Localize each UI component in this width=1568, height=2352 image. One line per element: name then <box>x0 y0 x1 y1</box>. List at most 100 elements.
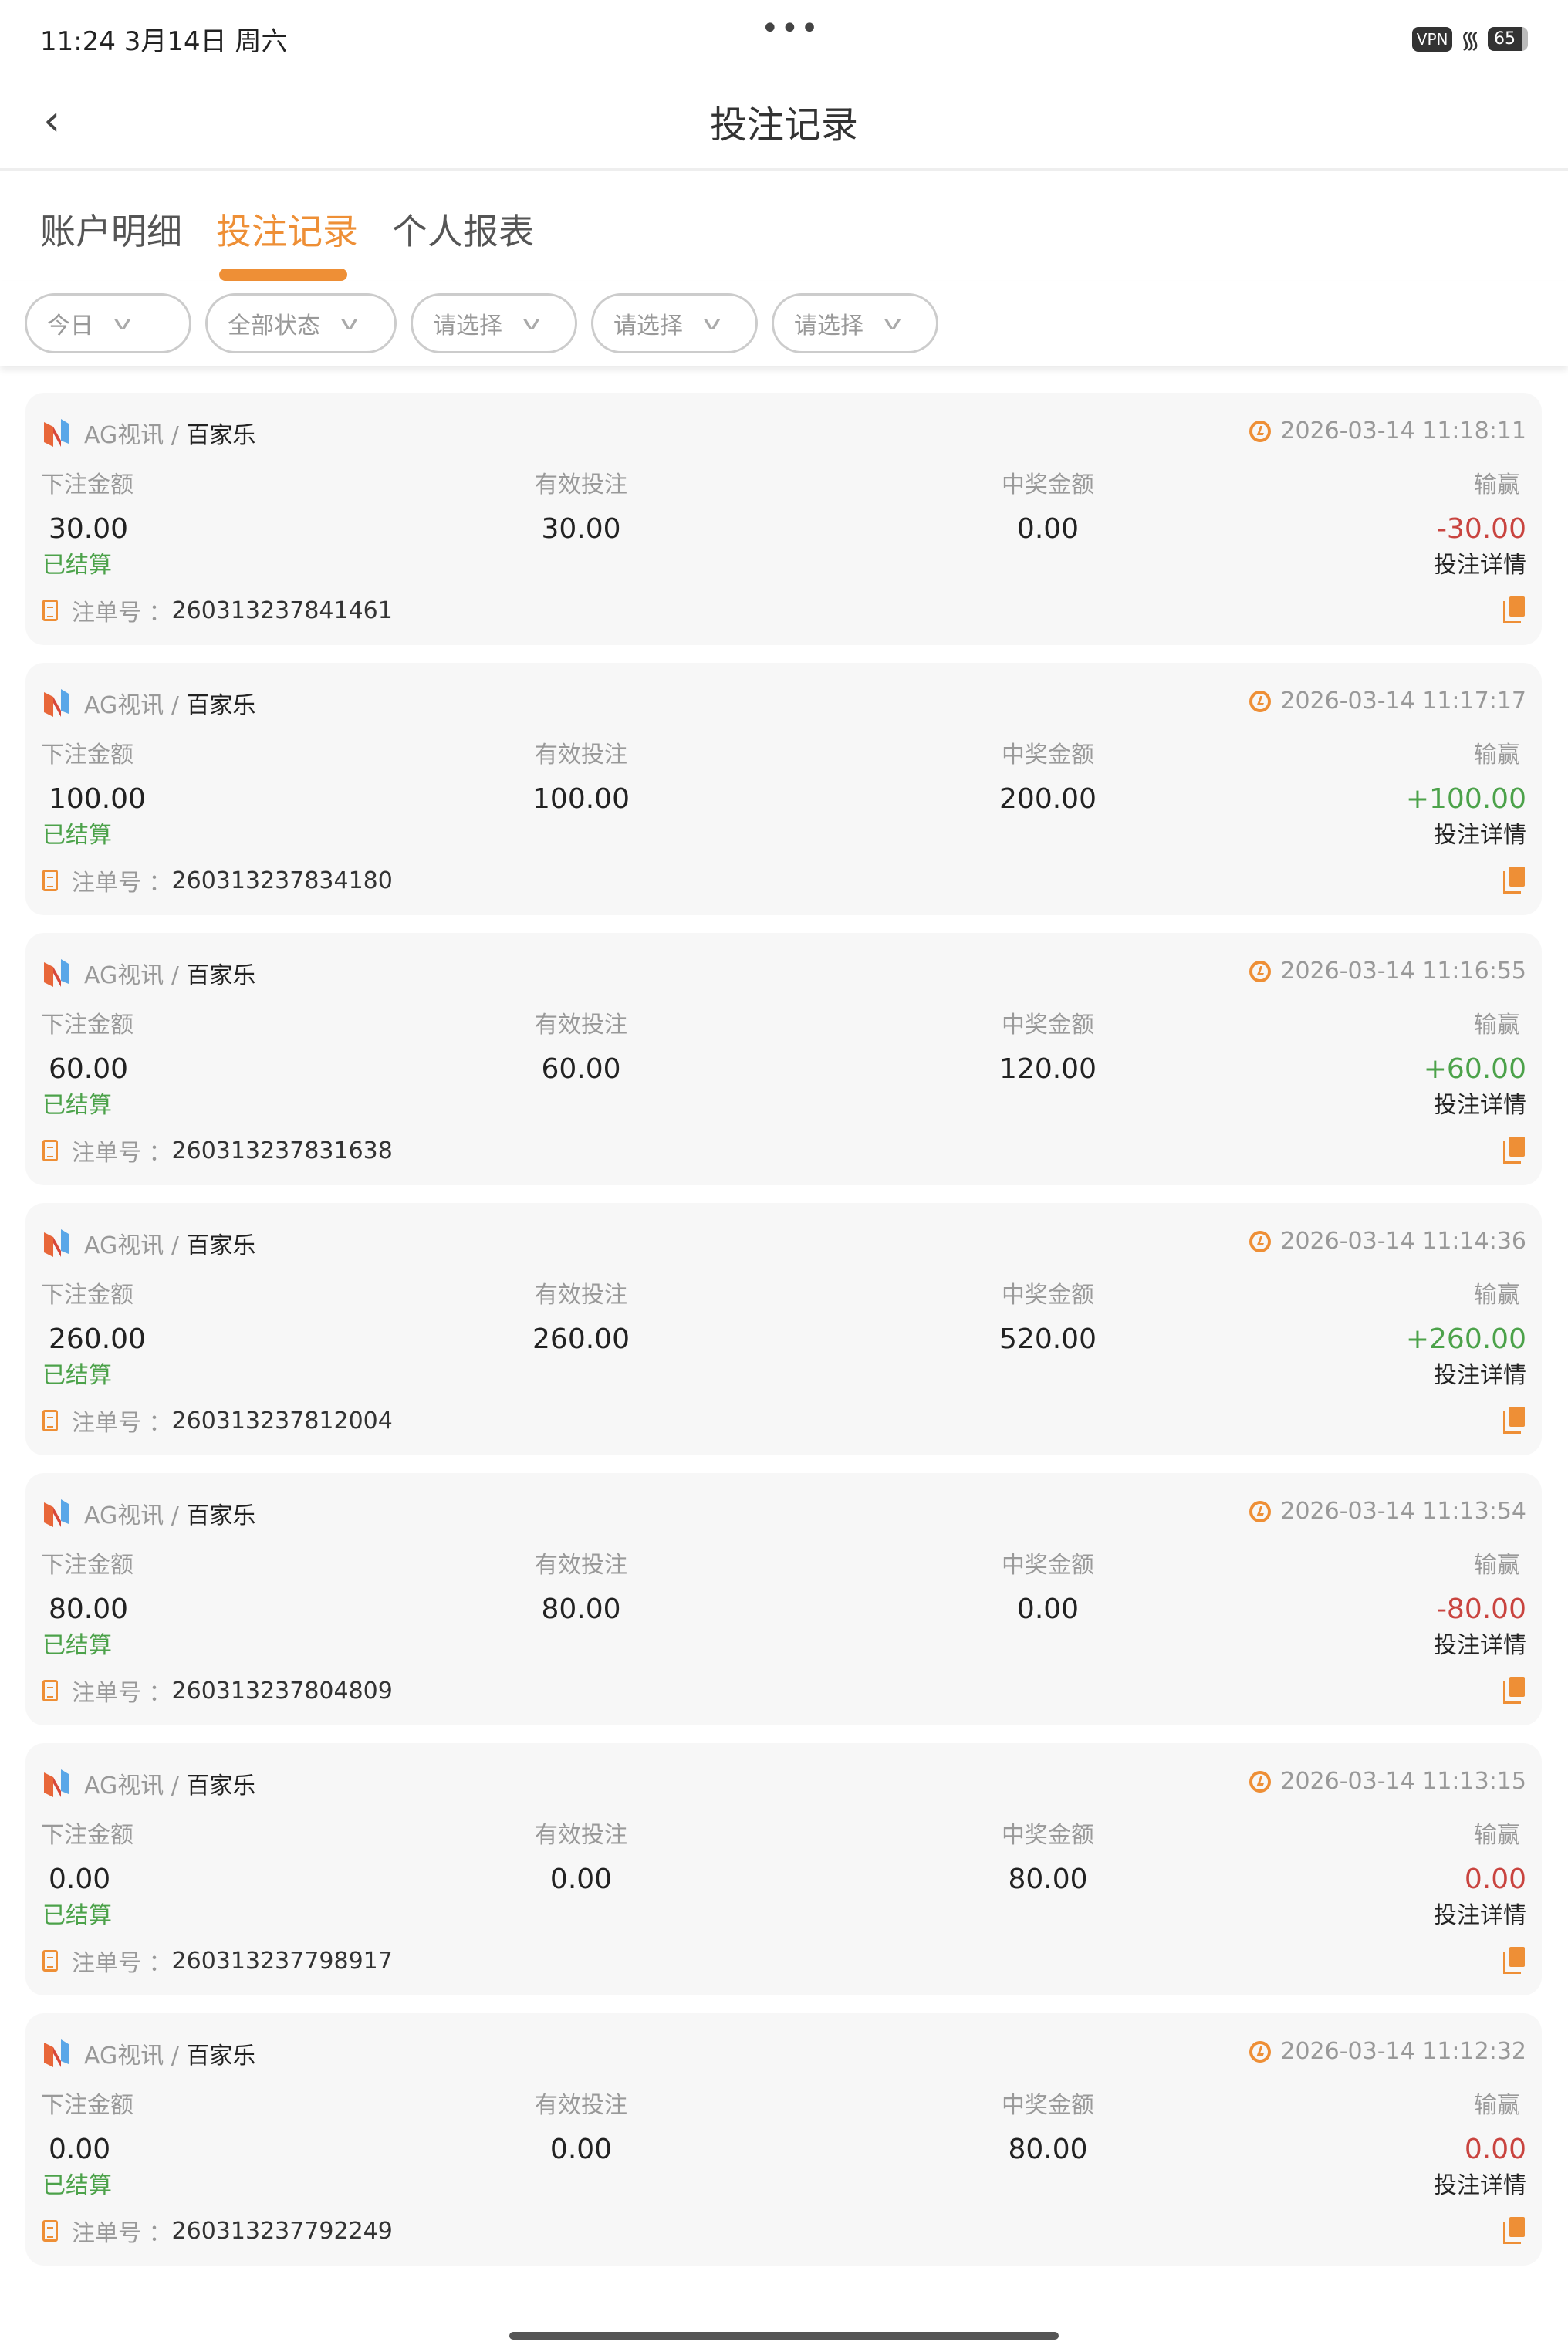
status-badge: 已结算 <box>42 1902 112 1929</box>
order-label: 注单号 ： <box>72 600 172 627</box>
game-provider: AG视讯 / 百家乐 <box>42 686 255 720</box>
bet-record-card[interactable]: AG视讯 / 百家乐 2026-03-14 11:12:32 下注金额 0.00 … <box>25 2013 1542 2266</box>
active-tab-indicator <box>219 269 347 281</box>
provider-name: AG视讯 / <box>84 1772 179 1799</box>
valid-bet: 有效投注 80.00 <box>504 1546 658 1625</box>
filter-label: 今日 <box>47 313 93 340</box>
profit: 输赢 +60.00 <box>1424 1005 1526 1085</box>
valid-bet: 有效投注 30.00 <box>504 465 658 545</box>
copy-icon[interactable] <box>1503 1407 1525 1434</box>
clock-icon <box>1249 2040 1272 2063</box>
profit-value: +260.00 <box>1405 1323 1526 1355</box>
valid-bet: 有效投注 0.00 <box>504 2086 658 2165</box>
bet-record-card[interactable]: AG视讯 / 百家乐 2026-03-14 11:13:15 下注金额 0.00 … <box>25 1743 1542 1995</box>
select-filter-2[interactable]: 请选择 v <box>591 293 758 353</box>
copy-icon[interactable] <box>1503 1677 1525 1704</box>
game-name: 百家乐 <box>186 422 256 449</box>
tab-account-details[interactable]: 账户明细 <box>40 211 182 252</box>
bet-time-text: 2026-03-14 11:13:54 <box>1280 1498 1526 1525</box>
bet-time: 2026-03-14 11:17:17 <box>1249 688 1526 715</box>
game-name: 百家乐 <box>186 692 256 719</box>
bet-detail-link[interactable]: 投注详情 <box>1434 1632 1526 1659</box>
bet-time-text: 2026-03-14 11:17:17 <box>1280 688 1526 715</box>
select-filter-3[interactable]: 请选择 v <box>772 293 938 353</box>
bet-record-list: AG视讯 / 百家乐 2026-03-14 11:18:11 下注金额 30.00… <box>25 393 1542 2283</box>
copy-icon[interactable] <box>1503 1947 1525 1974</box>
bet-amount-label: 下注金额 <box>41 1822 133 1849</box>
valid-bet-value: 30.00 <box>541 513 621 545</box>
valid-bet: 有效投注 100.00 <box>504 735 658 815</box>
win-amount-label: 中奖金额 <box>1002 1012 1094 1039</box>
wifi-icon: ᯾ <box>1460 27 1480 54</box>
bet-detail-link[interactable]: 投注详情 <box>1434 2172 1526 2199</box>
bet-record-card[interactable]: AG视讯 / 百家乐 2026-03-14 11:16:55 下注金额 60.00… <box>25 933 1542 1185</box>
profit-value: -80.00 <box>1436 1593 1526 1625</box>
bet-amount-value: 0.00 <box>49 2134 111 2165</box>
win-amount-label: 中奖金额 <box>1002 2092 1094 2119</box>
bet-record-card[interactable]: AG视讯 / 百家乐 2026-03-14 11:17:17 下注金额 100.0… <box>25 663 1542 915</box>
provider-logo-icon <box>44 1769 69 1797</box>
status-badge: 已结算 <box>42 822 112 849</box>
clock-icon <box>1249 960 1272 982</box>
win-amount: 中奖金额 0.00 <box>971 465 1125 545</box>
home-indicator[interactable] <box>509 2332 1059 2340</box>
copy-icon[interactable] <box>1503 867 1525 894</box>
bet-detail-link[interactable]: 投注详情 <box>1434 1902 1526 1929</box>
bet-record-card[interactable]: AG视讯 / 百家乐 2026-03-14 11:18:11 下注金额 30.00… <box>25 393 1542 645</box>
copy-icon[interactable] <box>1503 1137 1525 1164</box>
bet-detail-link[interactable]: 投注详情 <box>1434 822 1526 849</box>
bet-detail-link[interactable]: 投注详情 <box>1434 552 1526 579</box>
bet-amount: 下注金额 0.00 <box>41 1816 133 1895</box>
bet-detail-link[interactable]: 投注详情 <box>1434 1092 1526 1119</box>
bet-amount-label: 下注金额 <box>41 1012 133 1039</box>
bet-amount: 下注金额 0.00 <box>41 2086 133 2165</box>
tab-bet-records[interactable]: 投注记录 <box>216 211 358 252</box>
filter-label: 请选择 <box>433 313 502 340</box>
game-name: 百家乐 <box>186 1232 256 1259</box>
order-number-value: 260313237792249 <box>171 2217 393 2245</box>
bet-detail-link[interactable]: 投注详情 <box>1434 1362 1526 1389</box>
profit: 输赢 0.00 <box>1465 2086 1526 2165</box>
order-number-value: 260313237831638 <box>171 1137 393 1164</box>
chevron-down-icon: v <box>113 312 133 335</box>
page-title: 投注记录 <box>709 103 858 147</box>
clipboard-icon <box>42 1140 58 1161</box>
chevron-down-icon: v <box>883 312 903 335</box>
valid-bet-value: 260.00 <box>532 1323 630 1355</box>
clock-icon <box>1249 690 1272 712</box>
clock-icon <box>1249 1230 1272 1252</box>
bet-amount-value: 100.00 <box>49 783 146 815</box>
provider-logo-icon <box>44 2039 69 2067</box>
profit: 输赢 -30.00 <box>1437 465 1526 545</box>
valid-bet: 有效投注 60.00 <box>504 1005 658 1085</box>
valid-bet-label: 有效投注 <box>535 1552 627 1579</box>
filter-label: 全部状态 <box>228 313 320 340</box>
date-filter[interactable]: 今日 v <box>25 293 191 353</box>
game-name: 百家乐 <box>186 1772 256 1799</box>
profit: 输赢 +100.00 <box>1406 735 1526 815</box>
status-filter[interactable]: 全部状态 v <box>205 293 397 353</box>
win-amount-value: 0.00 <box>1016 1593 1080 1625</box>
order-number-value: 260313237841461 <box>171 596 393 624</box>
game-provider: AG视讯 / 百家乐 <box>42 956 255 990</box>
select-filter-1[interactable]: 请选择 v <box>411 293 577 353</box>
bet-time-text: 2026-03-14 11:12:32 <box>1280 2038 1526 2065</box>
status-badge: 已结算 <box>42 2172 112 2199</box>
bet-amount: 下注金额 80.00 <box>41 1546 133 1625</box>
provider-name: AG视讯 / <box>84 1502 179 1529</box>
game-name: 百家乐 <box>186 2043 256 2070</box>
bet-record-card[interactable]: AG视讯 / 百家乐 2026-03-14 11:14:36 下注金额 260.0… <box>25 1203 1542 1455</box>
provider-name: AG视讯 / <box>84 2043 179 2070</box>
tab-bar: 账户明细 投注记录 个人报表 <box>0 174 1568 281</box>
tab-personal-report[interactable]: 个人报表 <box>392 211 534 252</box>
profit-label: 输赢 <box>1474 471 1520 498</box>
copy-icon[interactable] <box>1503 596 1525 623</box>
bet-amount: 下注金额 100.00 <box>41 735 146 815</box>
bet-record-card[interactable]: AG视讯 / 百家乐 2026-03-14 11:13:54 下注金额 80.00… <box>25 1473 1542 1725</box>
clock-icon <box>1249 1500 1272 1522</box>
back-button[interactable]: ‹ <box>43 96 61 146</box>
provider-name: AG视讯 / <box>84 1232 179 1259</box>
game-provider: AG视讯 / 百家乐 <box>42 416 255 450</box>
clipboard-icon <box>42 1950 58 1972</box>
copy-icon[interactable] <box>1503 2217 1525 2244</box>
